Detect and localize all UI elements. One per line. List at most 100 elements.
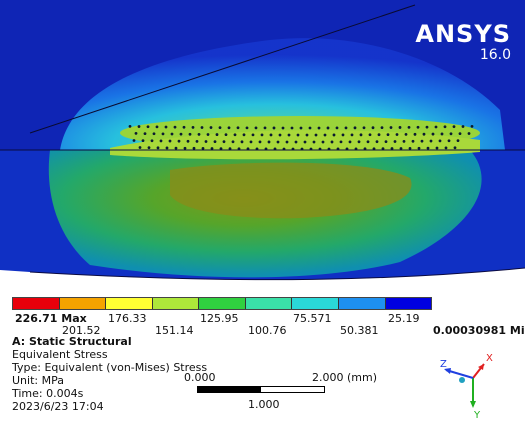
mesh-node xyxy=(299,126,303,130)
mesh-node xyxy=(341,133,345,137)
mesh-node xyxy=(384,140,388,143)
scale-mid-label: 1.000 xyxy=(248,398,280,411)
analysis-name: A: Static Structural xyxy=(12,335,132,348)
mesh-node xyxy=(429,139,433,143)
mesh-node xyxy=(467,132,471,135)
mesh-node xyxy=(402,139,406,143)
mesh-node xyxy=(267,140,271,144)
body-edge-line xyxy=(29,4,416,134)
legend-upper-value: 75.571 xyxy=(293,312,332,325)
legend-color-band xyxy=(13,298,60,309)
mesh-node xyxy=(147,146,151,150)
mesh-node xyxy=(294,140,298,144)
brand-name: ANSYS xyxy=(415,20,511,48)
legend-color-band xyxy=(59,298,107,309)
mesh-node xyxy=(422,132,426,136)
mesh-node xyxy=(339,140,343,144)
mesh-node xyxy=(323,133,327,137)
legend-color-band xyxy=(292,298,339,309)
mesh-node xyxy=(233,133,237,137)
mesh-node xyxy=(206,133,210,136)
mesh-node xyxy=(128,124,132,128)
mesh-node xyxy=(380,126,384,130)
mesh-node xyxy=(183,146,187,150)
mesh-node xyxy=(224,133,228,137)
mesh-node xyxy=(186,139,190,143)
lower-ring-contour xyxy=(170,162,412,219)
ansys-logo: ANSYS 16.0 xyxy=(415,22,511,62)
legend-color-band xyxy=(152,298,200,309)
mesh-node xyxy=(438,139,442,143)
mesh-node xyxy=(353,126,357,130)
mesh-node xyxy=(231,140,235,144)
mesh-node xyxy=(359,133,363,137)
mesh-node xyxy=(132,139,136,142)
x-axis-arrow xyxy=(478,364,484,370)
mesh-node xyxy=(242,133,246,137)
legend-max-label: 226.71 Max xyxy=(15,312,87,325)
legend-lower-value: 100.76 xyxy=(248,324,287,337)
mesh-node xyxy=(240,140,244,144)
mesh-node xyxy=(245,126,249,130)
mesh-node xyxy=(236,126,240,130)
mesh-node xyxy=(155,125,159,129)
legend-lower-value: 151.14 xyxy=(155,324,194,337)
mesh-node xyxy=(285,140,289,144)
mesh-node xyxy=(296,133,300,137)
mesh-node xyxy=(290,126,294,130)
mesh-node xyxy=(269,133,273,137)
mesh-node xyxy=(174,146,178,150)
mesh-node xyxy=(416,125,420,129)
mesh-node xyxy=(159,139,163,143)
mesh-node xyxy=(219,147,223,151)
mesh-node xyxy=(314,133,318,137)
legend-color-band xyxy=(385,298,432,309)
coordinate-triad[interactable]: X Y Z xyxy=(440,350,510,420)
mesh-node xyxy=(321,140,325,144)
mesh-node xyxy=(146,125,150,129)
mesh-node xyxy=(303,140,307,144)
mesh-node xyxy=(278,133,282,137)
mesh-node xyxy=(195,140,199,143)
mesh-node xyxy=(177,139,181,143)
mesh-node xyxy=(389,126,393,129)
mesh-node xyxy=(218,126,222,130)
y-axis-label: Y xyxy=(473,410,481,420)
mesh-node xyxy=(390,147,394,150)
mesh-node xyxy=(197,132,201,136)
mesh-node xyxy=(143,132,147,135)
result-type: Type: Equivalent (von-Mises) Stress xyxy=(12,361,208,374)
mesh-node xyxy=(305,133,309,137)
mesh-node xyxy=(152,132,156,136)
legend-color-band xyxy=(338,298,386,309)
legend-color-band xyxy=(245,298,293,309)
mesh-node xyxy=(398,126,402,129)
scale-end-label: 2.000 (mm) xyxy=(312,371,378,384)
mesh-node xyxy=(200,126,204,129)
mesh-node xyxy=(443,125,447,129)
z-axis-arrow xyxy=(444,368,451,374)
mesh-node xyxy=(470,124,474,128)
mesh-node xyxy=(449,132,453,136)
scale-bar-empty xyxy=(261,387,324,392)
mesh-node xyxy=(326,126,330,130)
mesh-node xyxy=(362,126,366,130)
legend-upper-value: 25.19 xyxy=(388,312,420,325)
mesh-node xyxy=(408,146,412,150)
mesh-node xyxy=(317,126,321,130)
mesh-node xyxy=(344,126,348,130)
mesh-node xyxy=(335,126,339,130)
x-axis-label: X xyxy=(486,353,493,364)
legend-upper-value: 176.33 xyxy=(108,312,147,325)
mesh-node xyxy=(272,126,276,130)
mesh-node xyxy=(348,140,352,144)
mesh-node xyxy=(141,139,145,143)
mesh-node xyxy=(407,125,411,129)
mesh-node xyxy=(191,125,195,129)
mesh-node xyxy=(375,140,379,144)
mesh-node xyxy=(426,146,430,150)
mesh-node xyxy=(357,140,361,144)
legend-min-label: 0.00030981 Min xyxy=(433,324,525,337)
